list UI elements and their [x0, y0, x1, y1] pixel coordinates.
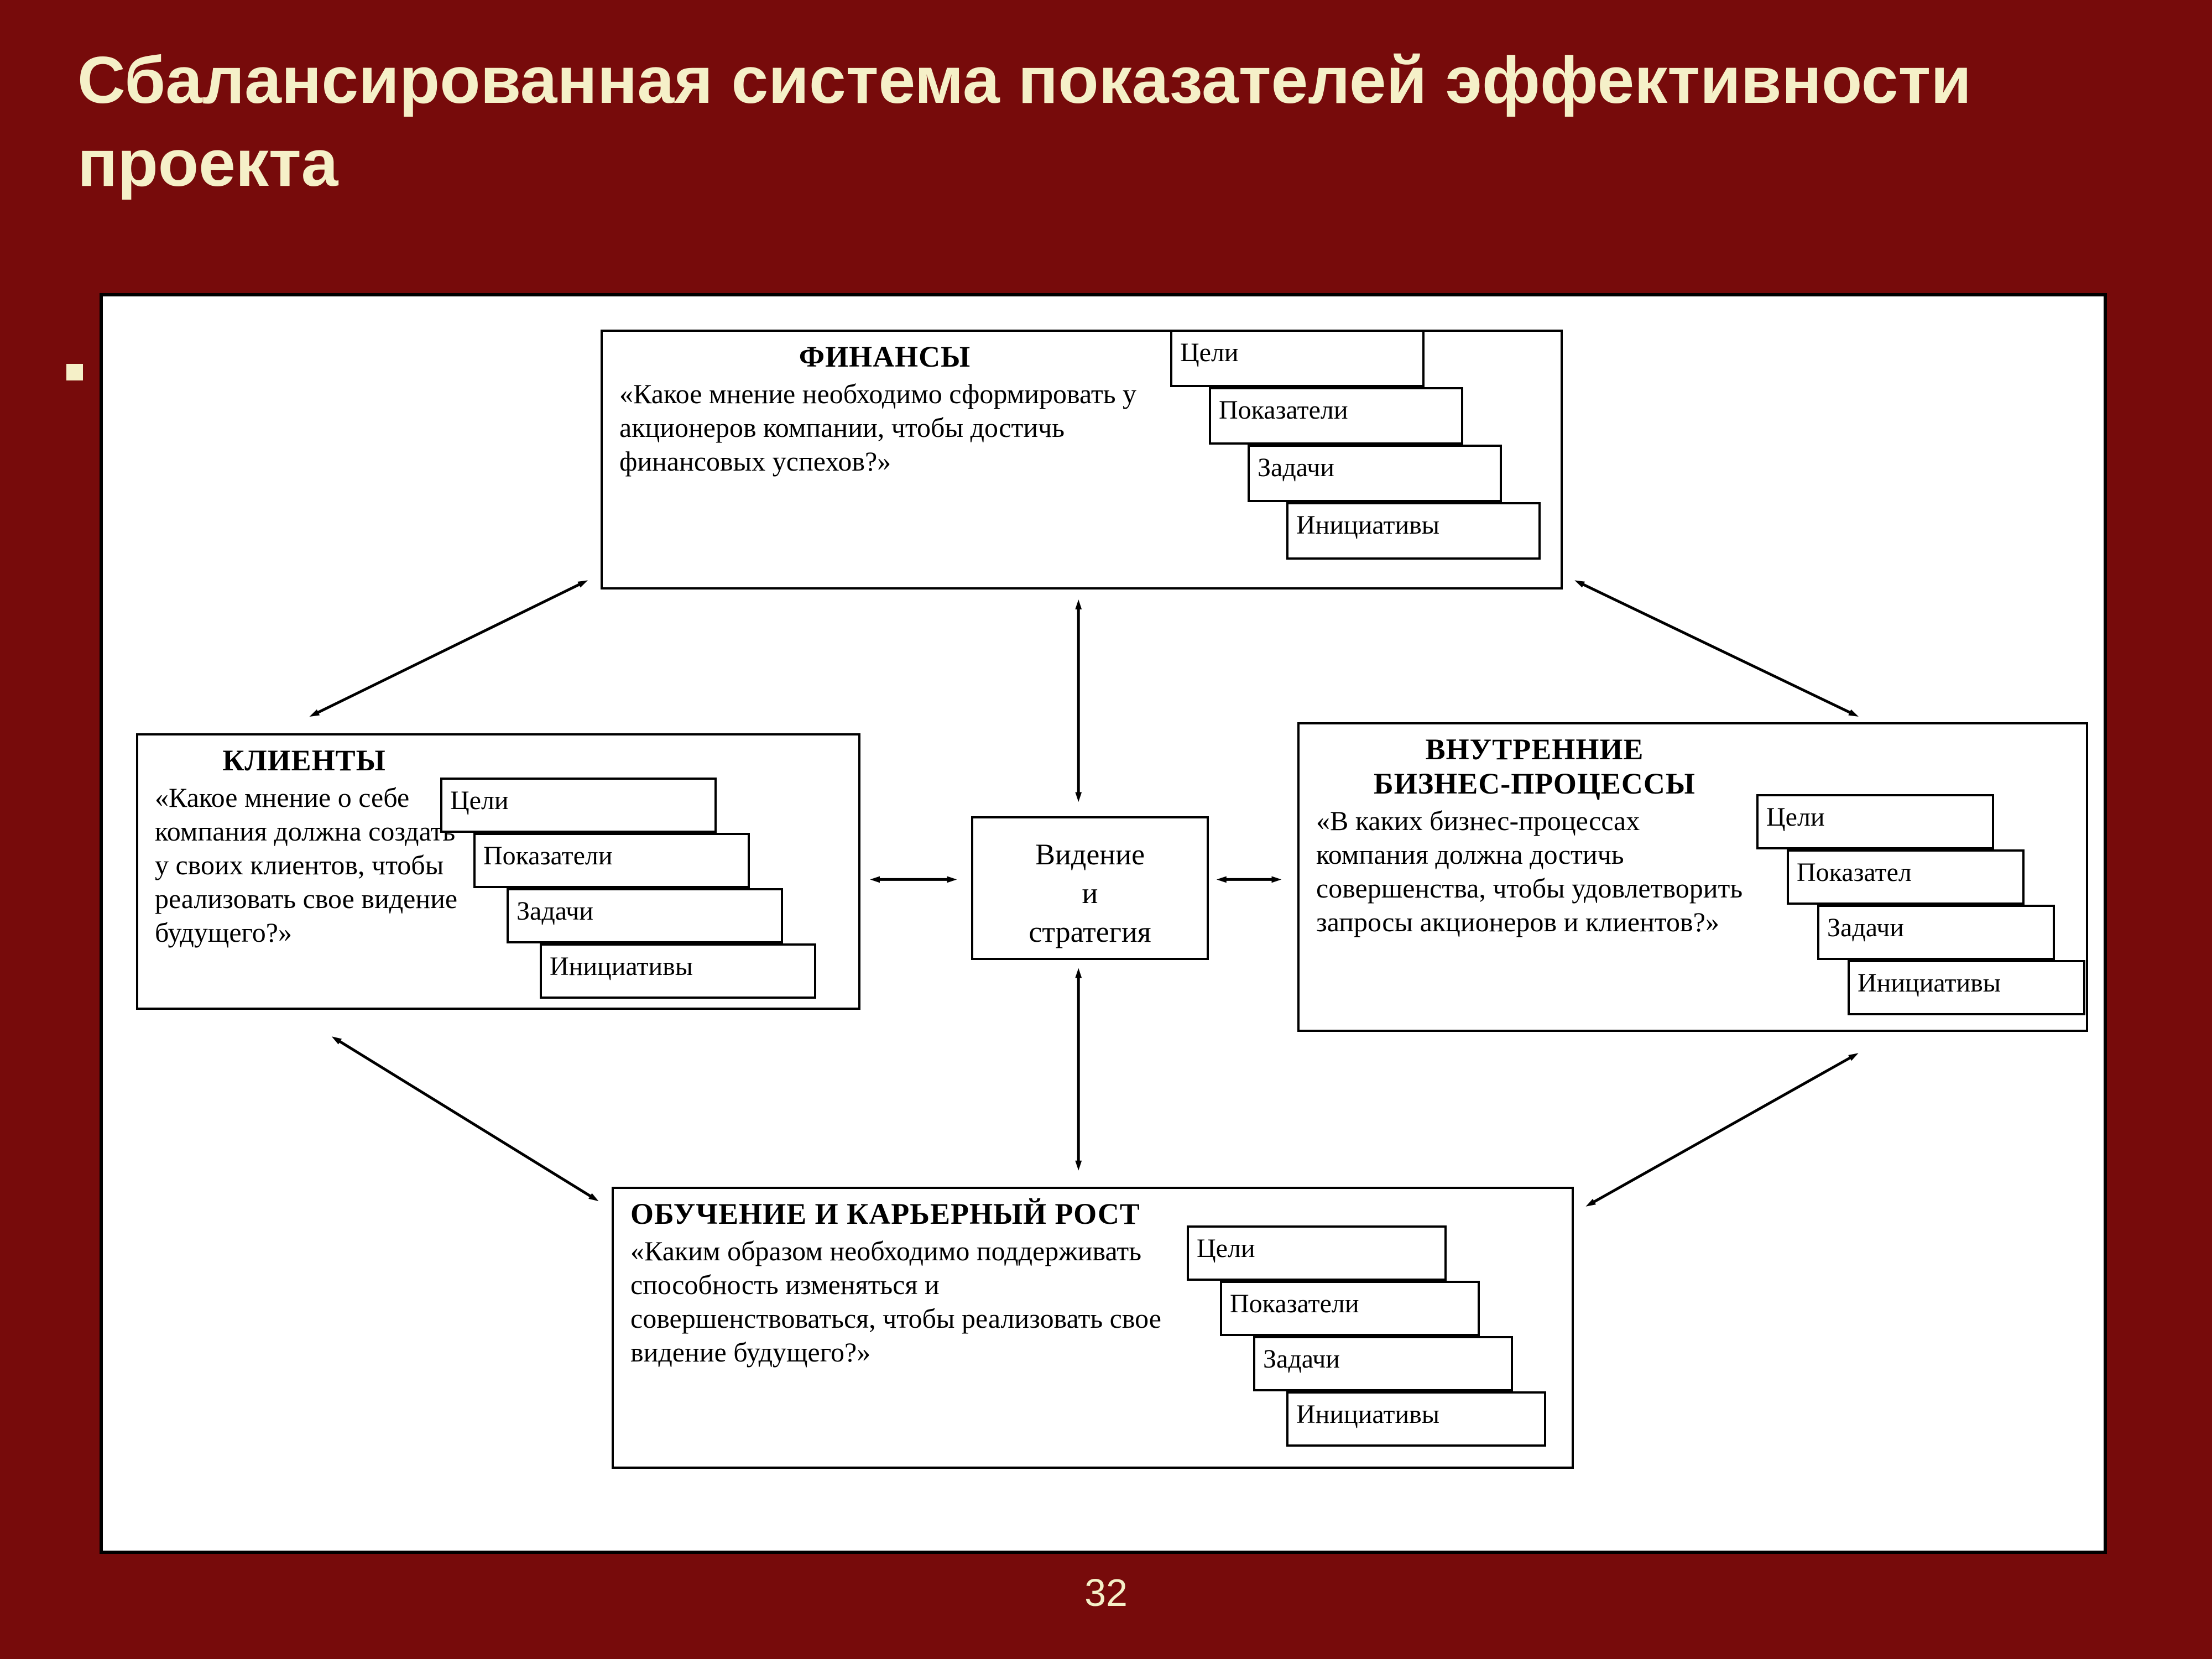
stair-cell: Показатели [473, 833, 750, 888]
stair-cell: Показатели [1220, 1281, 1480, 1336]
perspective-learning-question: «Каким образом необходимо поддерживать с… [614, 1234, 1194, 1380]
center-line: Видение [1035, 838, 1145, 871]
slide-title: Сбалансированная система показателей эфф… [77, 39, 2068, 205]
processes-title-line1: ВНУТРЕННИЕ [1426, 733, 1644, 766]
stair-cell: Задачи [1253, 1336, 1513, 1391]
page-number: 32 [0, 1571, 2212, 1615]
processes-title-line2: БИЗНЕС-ПРОЦЕССЫ [1374, 767, 1695, 800]
perspective-processes-title: ВНУТРЕННИЕ БИЗНЕС-ПРОЦЕССЫ [1300, 724, 1770, 804]
stair-cell: Показател [1787, 849, 2025, 905]
center-line: стратегия [1029, 915, 1151, 948]
perspective-processes-question: «В каких бизнес-процессах компания должн… [1300, 804, 1770, 950]
stair-cell: Цели [440, 778, 717, 833]
stair-cell: Цели [1756, 794, 1994, 849]
stair-cell: Инициативы [1286, 502, 1541, 560]
stair-cell: Инициативы [1848, 960, 2085, 1015]
stair-cell: Задачи [1817, 905, 2055, 960]
perspective-finance-title: ФИНАНСЫ [603, 332, 1167, 377]
diagram-canvas: ФИНАНСЫ «Какое мнение необходимо сформир… [100, 293, 2107, 1554]
stair-cell: Цели [1187, 1225, 1447, 1281]
stair-cell: Задачи [1248, 445, 1502, 502]
stair-cell: Инициативы [540, 943, 816, 999]
perspective-finance-question: «Какое мнение необходимо сформировать у … [603, 377, 1167, 489]
stair-cell: Цели [1170, 330, 1425, 387]
title-bullet [66, 364, 83, 380]
slide: Сбалансированная система показателей эфф… [0, 0, 2212, 1659]
perspective-learning-title: ОБУЧЕНИЕ И КАРЬЕРНЫЙ РОСТ [614, 1189, 1194, 1234]
center-vision-strategy: Видение и стратегия [971, 816, 1209, 960]
stair-cell: Задачи [507, 888, 783, 943]
perspective-clients-title: КЛИЕНТЫ [138, 735, 470, 781]
center-line: и [1082, 877, 1098, 910]
stair-cell: Показатели [1209, 387, 1463, 445]
perspective-clients-question: «Какое мнение о себе компания должна соз… [138, 781, 470, 961]
stair-cell: Инициативы [1286, 1391, 1546, 1447]
